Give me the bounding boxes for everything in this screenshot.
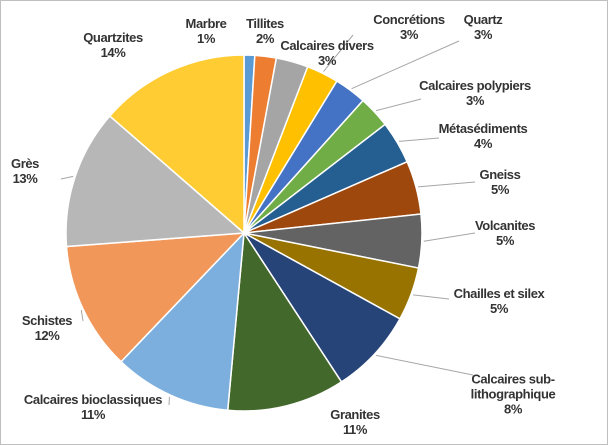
leader-line (398, 137, 440, 142)
slice-name: Calcaires sub-lithographique (470, 371, 556, 402)
leader-line (423, 232, 476, 242)
leader-line (417, 181, 476, 188)
slice-label: Calcaires bioclassiques 11% (23, 392, 163, 422)
slice-label: Quartzites 14% (83, 30, 143, 60)
slice-percent: 12% (34, 328, 60, 343)
slice-name: Tillites (246, 16, 284, 31)
slice-percent: 3% (318, 53, 336, 68)
slice-name: Métasédiments (438, 121, 528, 136)
slice-percent: 3% (474, 27, 492, 42)
slice-label: Concrétions 3% (373, 12, 445, 42)
slice-label: Tillites 2% (246, 16, 284, 46)
pie-slice (108, 54, 245, 235)
slice-percent: 2% (256, 31, 274, 46)
leader-line (351, 40, 460, 90)
slice-label: Schistes 12% (21, 313, 73, 343)
slice-name: Marbre (185, 16, 227, 31)
slice-label: Marbre 1% (186, 16, 227, 46)
leader-line (412, 294, 450, 300)
pie-slice (65, 232, 246, 363)
slice-percent: 1% (196, 31, 215, 46)
slice-percent: 13% (12, 171, 38, 186)
leader-line (375, 354, 474, 376)
slice-name: Gneiss (479, 167, 521, 182)
slice-name: Schistes (21, 313, 73, 328)
leader-line (60, 175, 74, 180)
slice-label: Quartz 3% (464, 12, 503, 42)
slice-label: Gneiss 5% (480, 167, 521, 197)
slice-name: Calcaires divers (280, 38, 374, 53)
slice-name: Granites (330, 407, 380, 422)
slice-label: Chailles et silex 5% (454, 286, 545, 316)
pie-slice (119, 230, 245, 412)
pie-slice (226, 230, 343, 412)
slice-name: Chailles et silex (453, 286, 545, 301)
slice-label: Calcaires polypiers 3% (419, 78, 531, 108)
pie-slice (65, 115, 246, 248)
slice-label: Calcaires sub-lithographique 8% (458, 372, 568, 417)
slice-percent: 5% (489, 301, 508, 316)
slice-percent: 8% (504, 401, 522, 417)
slice-percent: 11% (80, 407, 106, 422)
leader-line (375, 98, 422, 112)
leader-line (323, 34, 354, 72)
slice-name: Quartzites (83, 30, 143, 45)
slice-percent: 14% (100, 45, 126, 60)
slice-percent: 11% (342, 422, 368, 437)
slice-percent: 5% (491, 182, 509, 197)
slice-percent: 4% (473, 136, 492, 151)
slice-percent: 5% (496, 233, 514, 248)
slice-label: Métasédiments 4% (439, 121, 528, 151)
slice-name: Quartz (463, 12, 503, 27)
slice-label: Volcanites 5% (475, 218, 535, 248)
slice-label: Calcaires divers 3% (280, 38, 374, 68)
slice-name: Volcanites (474, 218, 536, 233)
slice-name: Concrétions (373, 12, 445, 27)
slice-percent: 3% (465, 93, 484, 108)
slice-label: Grès 13% (11, 156, 39, 186)
slice-label: Granites 11% (330, 407, 380, 437)
slice-percent: 3% (399, 27, 418, 42)
slice-name: Calcaires polypiers (419, 78, 531, 93)
slice-name: Grès (10, 156, 40, 171)
slice-name: Calcaires bioclassiques (23, 392, 163, 407)
leader-line (80, 309, 84, 322)
